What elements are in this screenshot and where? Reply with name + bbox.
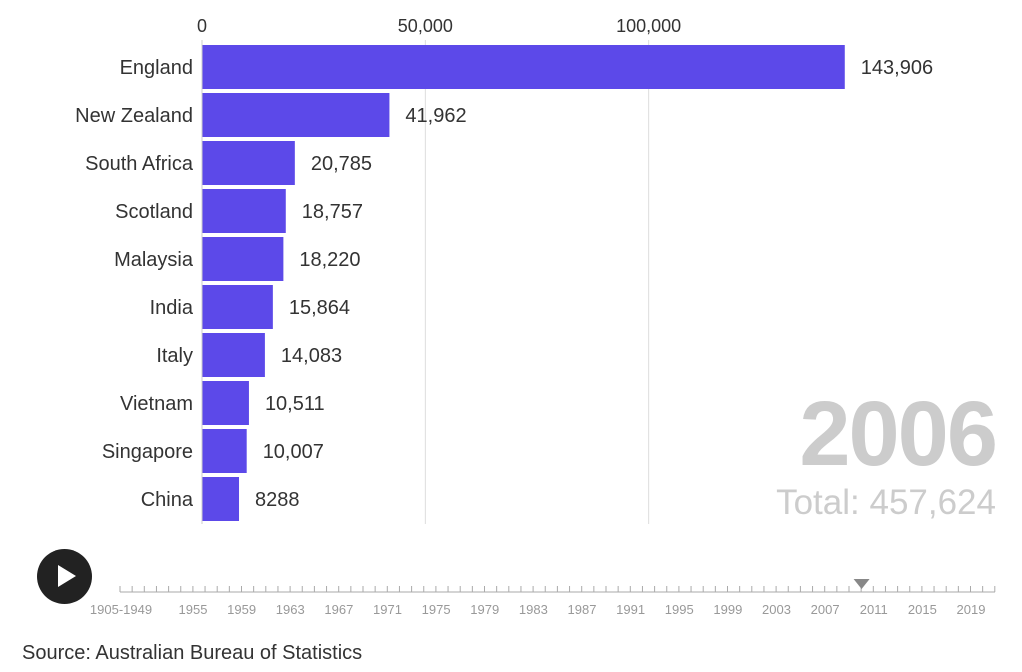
bar [202, 237, 284, 281]
timeline-label[interactable]: 1963 [276, 602, 305, 617]
timeline-label[interactable]: 1905-1949 [90, 602, 152, 617]
category-label: Vietnam [120, 393, 193, 415]
bar [202, 285, 273, 329]
bar [202, 45, 845, 89]
x-tick-label: 0 [197, 16, 207, 36]
bar [202, 189, 286, 233]
timeline-handle[interactable] [853, 579, 870, 589]
source-note: Source: Australian Bureau of Statistics [22, 642, 363, 664]
value-label: 8288 [255, 489, 299, 511]
category-label: China [141, 489, 194, 511]
timeline-label[interactable]: 1979 [470, 602, 499, 617]
timeline-slider[interactable]: 1905-1949 1955 1959 1963 1967 1971 1975 1979 198… [0, 570, 1022, 630]
bar [202, 333, 265, 377]
bar [202, 429, 247, 473]
category-label: South Africa [85, 153, 194, 175]
category-label: Singapore [102, 441, 193, 463]
current-year: 2006 [799, 383, 998, 485]
bar [202, 93, 390, 137]
category-label: England [120, 57, 193, 79]
category-label: Italy [156, 345, 193, 367]
timeline-label[interactable]: 2015 [908, 602, 937, 617]
timeline-label[interactable]: 2003 [762, 602, 791, 617]
timeline-label[interactable]: 1999 [713, 602, 742, 617]
value-label: 20,785 [311, 153, 372, 175]
bar-chart: 0 50,000 100,000 England 143,906 New Zealand 4… [75, 16, 933, 524]
timeline-label[interactable]: 1991 [616, 602, 645, 617]
timeline-label[interactable]: 1983 [519, 602, 548, 617]
bar [202, 477, 240, 521]
category-label: New Zealand [75, 105, 193, 127]
bar [202, 141, 295, 185]
category-label: Malaysia [114, 249, 194, 271]
value-label: 10,511 [265, 393, 325, 415]
value-label: 18,757 [302, 201, 363, 223]
value-label: 143,906 [861, 57, 933, 79]
timeline-label[interactable]: 1995 [665, 602, 694, 617]
timeline-label[interactable]: 1971 [373, 602, 402, 617]
timeline-label[interactable]: 2007 [811, 602, 840, 617]
value-label: 41,962 [405, 105, 466, 127]
total-count: Total: 457,624 [776, 483, 996, 522]
value-label: 18,220 [299, 249, 360, 271]
timeline-label[interactable]: 1959 [227, 602, 256, 617]
timeline-label[interactable]: 2011 [860, 602, 888, 617]
timeline-label[interactable]: 1955 [179, 602, 208, 617]
timeline-label[interactable]: 1967 [324, 602, 353, 617]
value-label: 15,864 [289, 297, 350, 319]
play-icon [58, 565, 76, 587]
value-label: 14,083 [281, 345, 342, 367]
value-label: 10,007 [263, 441, 324, 463]
category-label: Scotland [115, 201, 193, 223]
play-button[interactable] [37, 549, 92, 604]
bar [202, 381, 249, 425]
x-tick-label: 100,000 [616, 16, 681, 36]
timeline-label[interactable]: 1975 [422, 602, 451, 617]
timeline-label[interactable]: 1987 [568, 602, 597, 617]
category-label: India [150, 297, 194, 319]
x-tick-label: 50,000 [398, 16, 453, 36]
timeline-label[interactable]: 2019 [957, 602, 986, 617]
